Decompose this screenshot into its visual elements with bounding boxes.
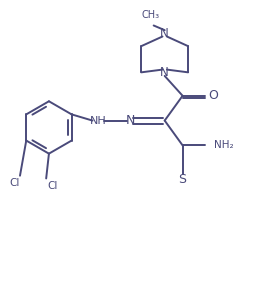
Text: N: N: [160, 66, 169, 79]
Text: Cl: Cl: [10, 178, 20, 188]
Text: S: S: [179, 173, 187, 186]
Text: NH₂: NH₂: [214, 140, 234, 150]
Text: CH₃: CH₃: [141, 10, 160, 20]
Text: N: N: [160, 27, 169, 40]
Text: Cl: Cl: [47, 181, 57, 191]
Text: NH: NH: [90, 115, 107, 126]
Text: N: N: [125, 114, 135, 127]
Text: O: O: [208, 89, 218, 102]
